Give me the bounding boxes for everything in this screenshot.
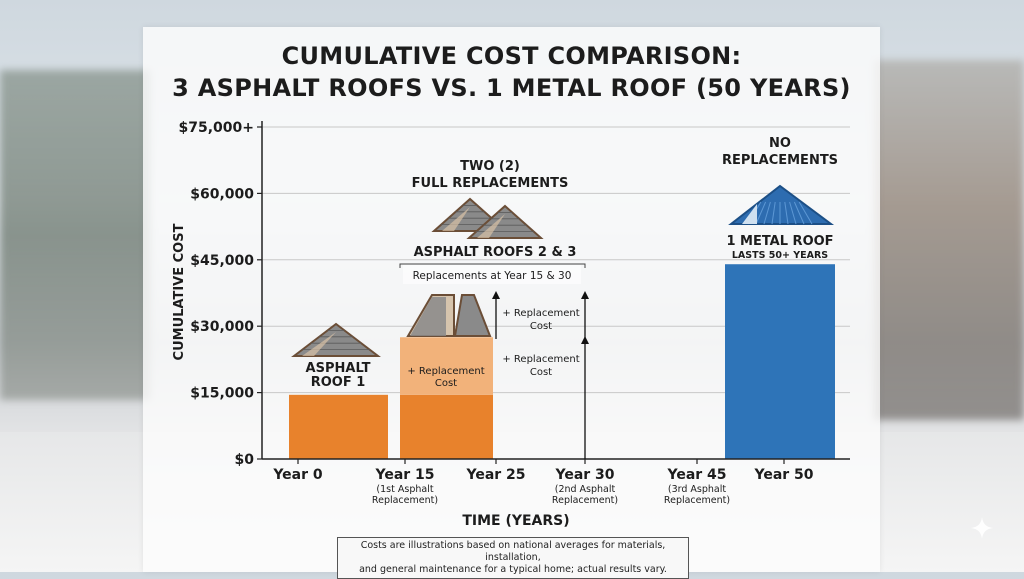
x-tick-label: Year 45 [666, 467, 726, 483]
y-axis-label: CUMULATIVE COST [172, 223, 187, 360]
metal-roof-shape [728, 184, 835, 225]
metal-seam [771, 201, 776, 225]
two-replacements-label: FULL REPLACEMENTS [412, 176, 569, 191]
arrow-replacement-label: Cost [530, 367, 552, 378]
axes [257, 121, 850, 464]
y-tick-label: $75,000+ [179, 120, 255, 136]
metal-roof-icon [728, 184, 835, 225]
asphalt-roof-1-label: ASPHALT [306, 361, 371, 376]
arrow-replacement-label: + Replacement [502, 354, 579, 365]
metal-roof-label: LASTS 50+ YEARS [732, 250, 828, 261]
footnote-line-1: Costs are illustrations based on nationa… [360, 540, 666, 563]
background-house-right [874, 60, 1024, 420]
bar-asphalt-roofs-2-3-base [400, 394, 493, 459]
metal-seam [763, 201, 771, 225]
no-replacements-label: REPLACEMENTS [722, 153, 838, 168]
y-tick-label: $0 [235, 452, 255, 468]
bar-asphalt-roof-1 [289, 394, 388, 459]
x-tick-sublabel: (2nd Asphalt [555, 484, 616, 495]
asphalt-roof-icon [291, 322, 381, 357]
arrow-replacement-label: Cost [530, 321, 552, 332]
metal-seam [798, 201, 813, 225]
x-tick-sublabel: Replacement) [372, 495, 438, 506]
two-replacements-label: TWO (2) [460, 159, 520, 174]
x-tick-label: Year 25 [465, 467, 525, 483]
chart-title-line-1: CUMULATIVE COST COMPARISON: [281, 42, 742, 70]
asphalt-roofs-2-3-label: ASPHALT ROOFS 2 & 3 [414, 245, 577, 260]
replacement-years-box [403, 265, 581, 284]
roof-shape [291, 322, 381, 357]
x-tick-sublabel: Replacement) [552, 495, 618, 506]
sparkle-icon [971, 517, 993, 539]
roof-fascia [477, 214, 505, 238]
y-tick-label: $60,000 [190, 186, 254, 202]
bars [289, 264, 835, 459]
x-tick-label: Year 50 [753, 467, 813, 483]
metal-roof-gable [742, 204, 757, 224]
footnote: Costs are illustrations based on nationa… [337, 537, 689, 579]
replacement-bracket [399, 263, 586, 268]
x-axis-label: TIME (YEARS) [462, 513, 569, 529]
background-house-left [0, 70, 150, 400]
x-tick-sublabel: (3rd Asphalt [668, 484, 726, 495]
metal-seam [755, 201, 767, 225]
roof-half-right [453, 294, 492, 337]
x-tick-sublabel: Replacement) [664, 495, 730, 506]
arrow-year-30-lower-head [581, 336, 589, 344]
replacement-cost-label: + Replacement [407, 366, 484, 377]
roof-fascia [302, 332, 336, 356]
roof-shingles-left [410, 297, 446, 336]
y-tick-label: $15,000 [190, 386, 254, 402]
metal-seam [793, 201, 805, 225]
bar-asphalt-roofs-2-3-top [400, 337, 493, 395]
roof-icons [291, 184, 835, 357]
x-tick-label: Year 0 [272, 467, 323, 483]
arrow-year-25-head [492, 291, 500, 299]
metal-roof-label: 1 METAL ROOF [726, 234, 833, 249]
chart-title-line-2: 3 ASPHALT ROOFS VS. 1 METAL ROOF (50 YEA… [172, 74, 851, 102]
double-asphalt-roof-icon-2 [466, 204, 544, 239]
metal-seam [789, 201, 797, 225]
asphalt-roof-split-icon [406, 294, 492, 337]
no-replacements-label: NO [769, 136, 791, 151]
y-tick-label: $30,000 [190, 319, 254, 335]
x-tick-label: Year 15 [374, 467, 434, 483]
metal-seam [784, 201, 789, 225]
arrow-replacement-label: + Replacement [502, 308, 579, 319]
bar-metal-roof [725, 264, 835, 459]
footnote-line-2: and general maintenance for a typical ho… [359, 564, 667, 575]
y-tick-label: $45,000 [190, 253, 254, 269]
x-tick-label: Year 30 [554, 467, 614, 483]
asphalt-roof-1-label: ROOF 1 [311, 375, 366, 390]
roof-fascia [442, 207, 470, 231]
arrow-year-30-upper-head [581, 291, 589, 299]
replacement-years-label: Replacements at Year 15 & 30 [413, 270, 572, 282]
labels: $0 $15,000 $30,000 $45,000 $60,000 $75,000+ CU… [172, 120, 838, 529]
replacement-cost-label: Cost [435, 378, 457, 389]
x-tick-sublabel: (1st Asphalt [376, 484, 433, 495]
